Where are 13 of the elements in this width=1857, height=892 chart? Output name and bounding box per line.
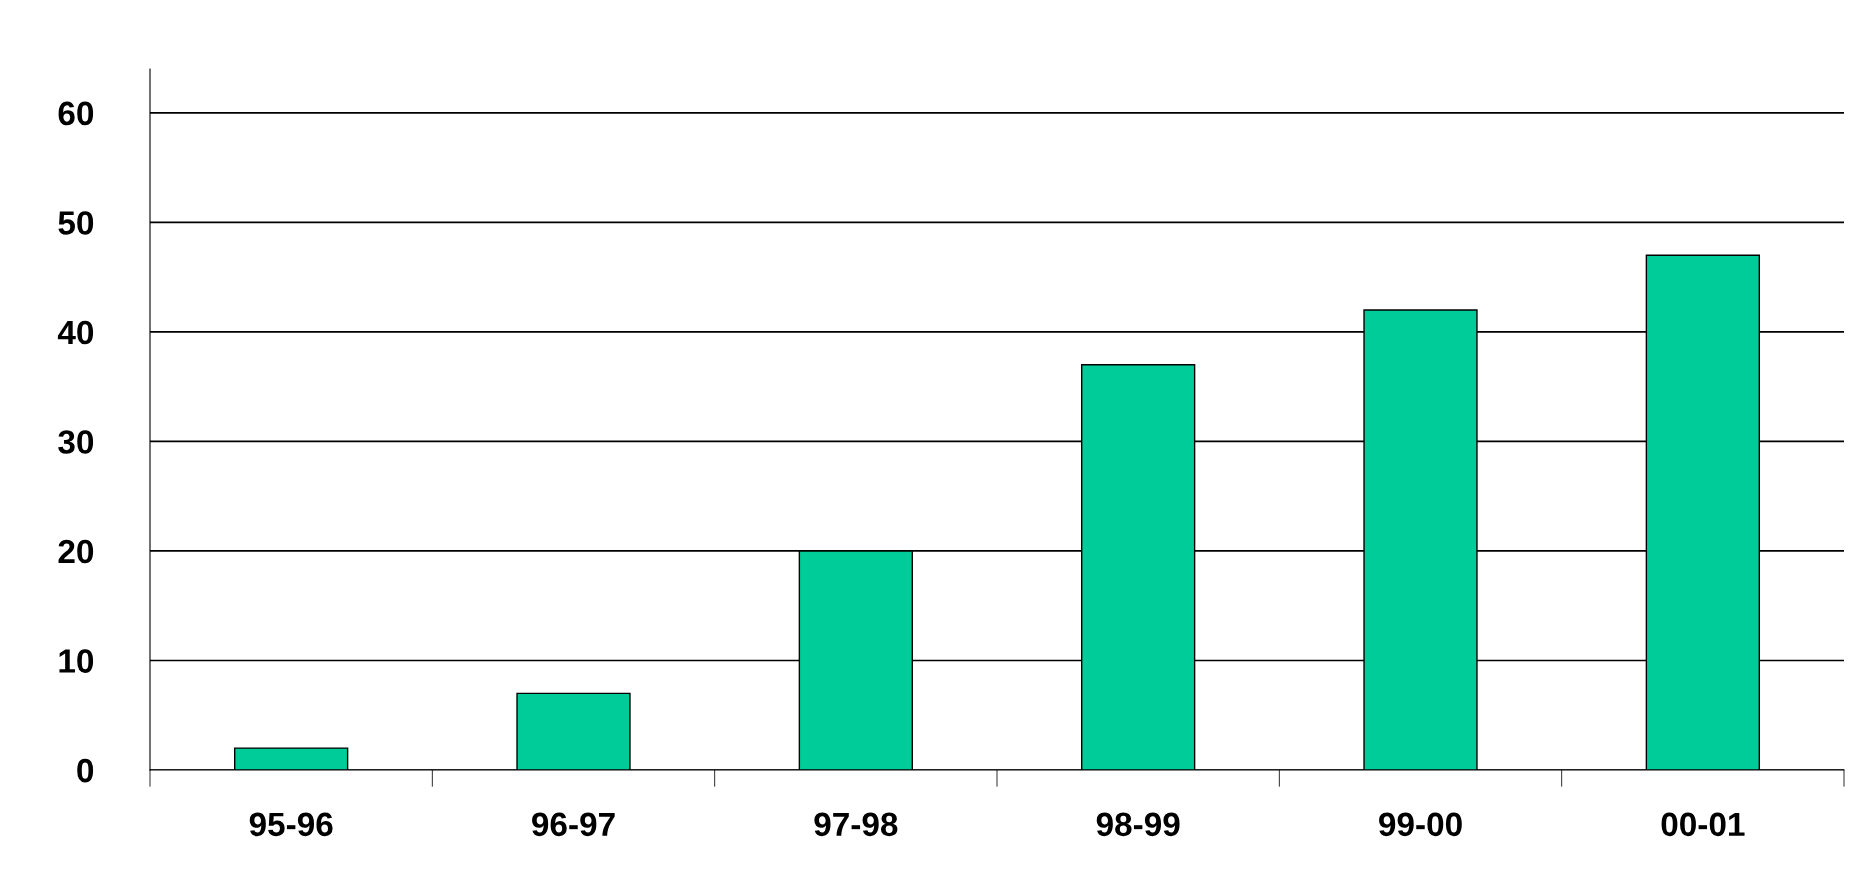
x-tick-label: 99-00 xyxy=(1379,812,1462,837)
y-tick-label: 50 xyxy=(58,211,94,235)
x-tick-label: 97-98 xyxy=(814,812,898,837)
x-tick-label: 95-96 xyxy=(249,812,333,837)
x-tick-label: 96-97 xyxy=(532,812,615,837)
x-tick-label: 00-01 xyxy=(1661,812,1745,837)
y-tick-label: 60 xyxy=(58,101,94,126)
y-tick-label: 0 xyxy=(77,758,94,783)
y-tick-label: 30 xyxy=(58,430,94,454)
y-tick-label: 20 xyxy=(58,539,94,564)
y-tick-label: 40 xyxy=(57,320,94,345)
y-tick-label: 10 xyxy=(59,649,94,673)
x-tick-label: 98-99 xyxy=(1096,812,1180,837)
